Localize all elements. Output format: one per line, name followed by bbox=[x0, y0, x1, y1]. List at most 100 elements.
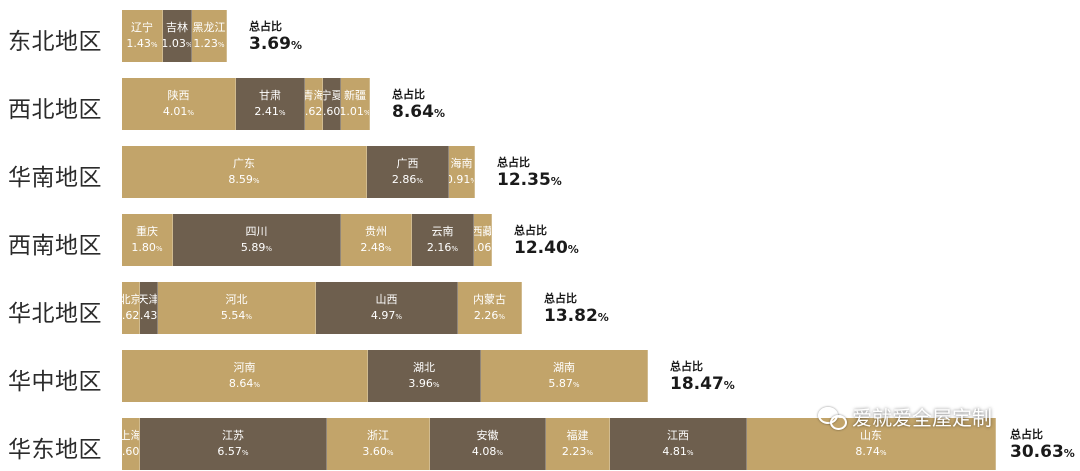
province-name: 江西 bbox=[667, 428, 689, 442]
province-value: 1.80% bbox=[131, 240, 163, 254]
province-name: 天津 bbox=[140, 292, 157, 308]
province-name: 北京 bbox=[122, 292, 139, 308]
watermark: 爱就爱全屋定制 bbox=[818, 402, 992, 431]
province-segment: 吉林 1.03% bbox=[163, 10, 192, 62]
province-segment: 四川 5.89% bbox=[173, 214, 341, 266]
province-name: 青海 bbox=[305, 88, 322, 104]
province-value: 5.54% bbox=[220, 308, 253, 322]
province-name: 宁夏 bbox=[323, 88, 340, 104]
province-value: 0.60% bbox=[122, 444, 140, 458]
region-bar: 重庆 1.80% 四川 5.89% 贵州 2.48% 云南 2.16% 西藏0.06% bbox=[122, 214, 492, 266]
total-label: 总占比 bbox=[392, 88, 425, 101]
total-label: 总占比 bbox=[249, 20, 282, 33]
province-segment: 浙江 3.60% bbox=[327, 418, 430, 470]
province-segment: 河北 5.54% bbox=[158, 282, 316, 334]
province-value: 0.91% bbox=[449, 172, 474, 186]
region-bar: 广东 8.59% 广西 2.86% 海南 0.91% bbox=[122, 146, 475, 198]
province-name: 广东 bbox=[233, 156, 255, 170]
province-segment: 广东 8.59% bbox=[122, 146, 367, 198]
region-label: 西南地区 bbox=[8, 233, 102, 259]
region-label: 华北地区 bbox=[8, 301, 102, 327]
total-label: 总占比 bbox=[514, 224, 547, 237]
province-name: 陕西 bbox=[167, 88, 190, 102]
province-value: 2.48% bbox=[360, 240, 392, 254]
province-value: 1.43% bbox=[126, 36, 158, 50]
province-value: 4.01% bbox=[162, 104, 195, 118]
province-value: 0.62% bbox=[305, 104, 323, 118]
total-label: 总占比 bbox=[544, 292, 577, 305]
province-segment: 湖南 5.87% bbox=[481, 350, 648, 402]
total-value: 12.35% bbox=[497, 170, 562, 190]
province-name: 河北 bbox=[225, 292, 248, 306]
province-value: 0.06% bbox=[474, 240, 492, 254]
province-name: 广西 bbox=[396, 156, 419, 170]
province-value: 4.97% bbox=[370, 308, 403, 322]
province-value: 2.23% bbox=[561, 444, 594, 458]
region-bar: 上海0.60% 江苏 6.57% 浙江 3.60% 安徽 4.08% 福建 2.23% 江西 4.8… bbox=[122, 418, 996, 470]
province-value: 0.60% bbox=[323, 104, 341, 118]
province-value: 4.81% bbox=[662, 444, 694, 458]
province-value: 5.89% bbox=[240, 240, 273, 254]
total-label: 总占比 bbox=[497, 156, 530, 169]
total-value: 12.40% bbox=[514, 238, 579, 258]
province-value: 3.60% bbox=[362, 444, 394, 458]
province-segment: 青海0.62% bbox=[305, 78, 323, 130]
region-label: 华南地区 bbox=[8, 165, 102, 191]
province-name: 内蒙古 bbox=[473, 292, 506, 306]
total-label: 总占比 bbox=[670, 360, 703, 373]
province-segment: 云南 2.16% bbox=[412, 214, 474, 266]
province-segment: 湖北 3.96% bbox=[368, 350, 481, 402]
province-segment: 贵州 2.48% bbox=[341, 214, 412, 266]
province-name: 安徽 bbox=[476, 428, 499, 442]
province-name: 海南 bbox=[450, 156, 473, 170]
province-segment: 重庆 1.80% bbox=[122, 214, 173, 266]
province-value: 3.96% bbox=[408, 376, 440, 390]
province-segment: 山西 4.97% bbox=[316, 282, 458, 334]
province-segment: 上海0.60% bbox=[122, 418, 140, 470]
watermark-text: 爱就爱全屋定制 bbox=[852, 406, 992, 430]
province-segment: 江西 4.81% bbox=[610, 418, 747, 470]
region-total: 总占比 3.69% bbox=[249, 20, 302, 56]
province-value: 8.59% bbox=[228, 172, 260, 186]
province-segment: 甘肃 2.41% bbox=[236, 78, 305, 130]
province-name: 江苏 bbox=[222, 428, 244, 442]
region-total: 总占比 30.63% bbox=[1010, 428, 1075, 464]
province-value: 2.41% bbox=[254, 104, 286, 118]
total-value: 13.82% bbox=[544, 306, 609, 326]
province-value: 6.57% bbox=[217, 444, 249, 458]
province-name: 云南 bbox=[431, 224, 454, 238]
province-name: 上海 bbox=[122, 428, 139, 444]
region-total: 总占比 8.64% bbox=[392, 88, 445, 124]
province-segment: 福建 2.23% bbox=[546, 418, 610, 470]
region-bar: 北京0.62%天津0.43% 河北 5.54% 山西 4.97% 内蒙古 2.26% bbox=[122, 282, 522, 334]
province-segment: 陕西 4.01% bbox=[122, 78, 236, 130]
total-value: 3.69% bbox=[249, 34, 302, 54]
province-name: 浙江 bbox=[367, 428, 389, 442]
province-segment: 西藏0.06% bbox=[474, 214, 492, 266]
province-value: 8.64% bbox=[228, 376, 261, 390]
region-label: 东北地区 bbox=[8, 29, 102, 55]
region-bar: 辽宁 1.43% 吉林 1.03% 黑龙江 1.23% bbox=[122, 10, 227, 62]
province-value: 4.08% bbox=[471, 444, 504, 458]
province-name: 辽宁 bbox=[131, 20, 153, 34]
province-value: 1.23% bbox=[193, 36, 225, 50]
total-value: 30.63% bbox=[1010, 442, 1075, 462]
province-segment: 黑龙江 1.23% bbox=[192, 10, 227, 62]
region-bar: 河南 8.64% 湖北 3.96% 湖南 5.87% bbox=[122, 350, 648, 402]
total-value: 8.64% bbox=[392, 102, 445, 122]
region-total: 总占比 12.40% bbox=[514, 224, 579, 260]
province-segment: 河南 8.64% bbox=[122, 350, 368, 402]
province-value: 5.87% bbox=[548, 376, 580, 390]
province-value: 0.62% bbox=[122, 308, 140, 322]
region-label: 华中地区 bbox=[8, 369, 102, 395]
province-name: 山东 bbox=[860, 428, 882, 442]
province-segment: 广西 2.86% bbox=[367, 146, 449, 198]
province-name: 湖南 bbox=[553, 360, 575, 374]
province-name: 贵州 bbox=[365, 224, 387, 238]
province-name: 山西 bbox=[375, 292, 398, 306]
province-segment: 海南 0.91% bbox=[449, 146, 475, 198]
region-label: 西北地区 bbox=[8, 97, 102, 123]
province-segment: 北京0.62% bbox=[122, 282, 140, 334]
province-segment: 新疆 1.01% bbox=[341, 78, 370, 130]
